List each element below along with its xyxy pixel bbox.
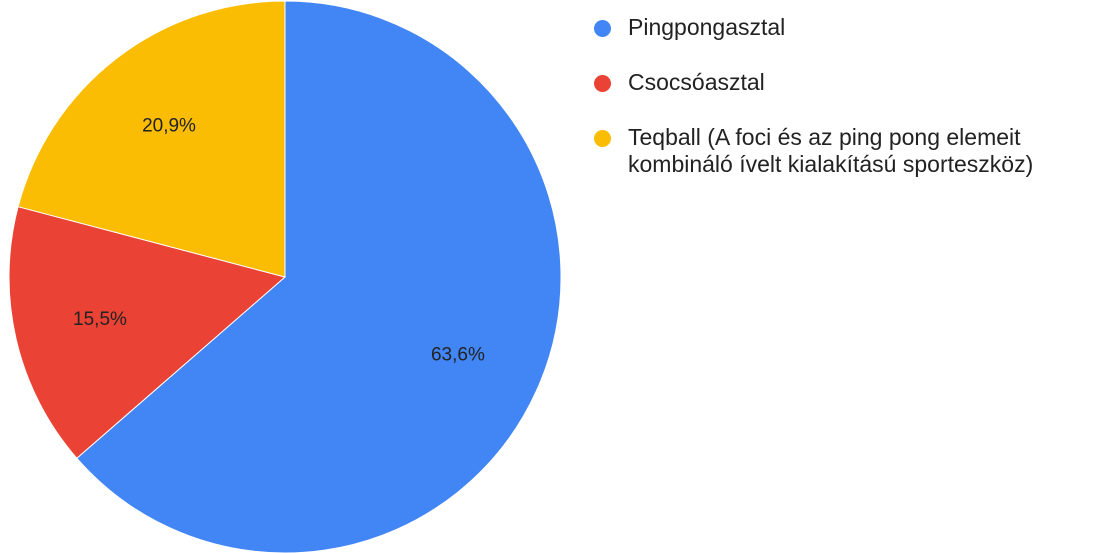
- legend-item: Pingpongasztal: [594, 14, 1104, 41]
- legend-label: Csocsóasztal: [628, 69, 765, 95]
- legend: Pingpongasztal Csocsóasztal Teqball (A foc…: [594, 14, 1104, 206]
- legend-item: Csocsóasztal: [594, 69, 1104, 96]
- slice-label: 63,6%: [431, 345, 485, 366]
- legend-swatch: [594, 20, 611, 37]
- slice-label: 20,9%: [142, 116, 196, 137]
- legend-item: Teqball (A foci és az ping pong elemeit …: [594, 124, 1104, 178]
- legend-swatch: [594, 130, 611, 147]
- slice-label: 15,5%: [73, 309, 127, 330]
- pie-slice: [17, 0, 286, 278]
- pie-slice: [8, 206, 287, 459]
- pie-slice: [76, 0, 562, 553]
- legend-swatch: [594, 75, 611, 92]
- legend-label: Pingpongasztal: [628, 14, 786, 40]
- legend-label: Teqball (A foci és az ping pong elemeit …: [628, 124, 1034, 177]
